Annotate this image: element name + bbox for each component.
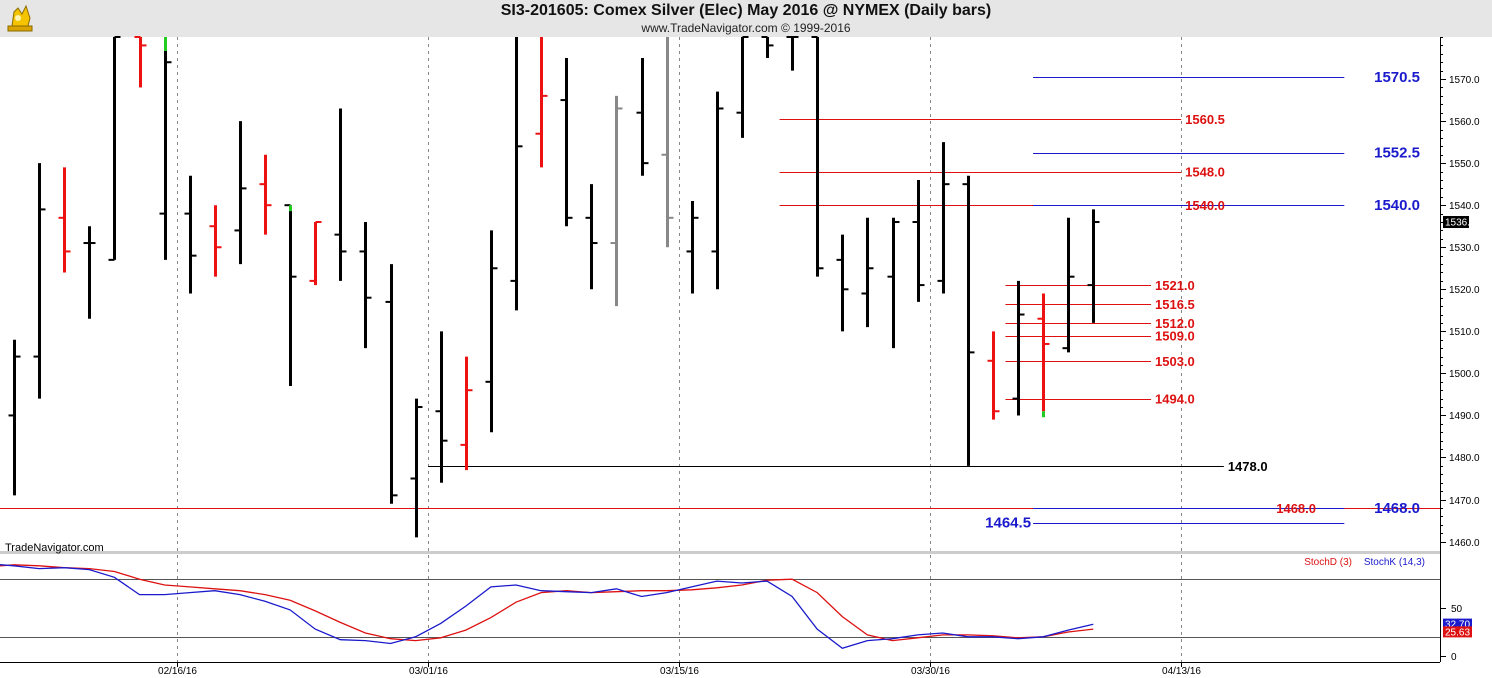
stoch-k-legend: StochK (14,3) — [1364, 557, 1425, 568]
y-tick-label: 1540.0 — [1449, 201, 1480, 212]
level-label: 1516.5 — [1155, 297, 1195, 312]
level-label: 1468.0 — [1374, 500, 1420, 517]
y-tick-label: 1480.0 — [1449, 453, 1480, 464]
level-label: 1570.5 — [1374, 69, 1420, 86]
stoch-k-value: 32.70 — [1445, 620, 1470, 631]
level-label: 1512.0 — [1155, 316, 1195, 331]
y-tick-label: 1530.0 — [1449, 243, 1480, 254]
stoch-d-value-box — [1443, 626, 1472, 638]
title-bar: SI3-201605: Comex Silver (Elec) May 2016… — [0, 0, 1492, 37]
y-tick-label: 1560.0 — [1449, 117, 1480, 128]
level-label: 1552.5 — [1374, 145, 1420, 162]
x-tick-label: 04/13/16 — [1162, 666, 1201, 677]
chart-title: SI3-201605: Comex Silver (Elec) May 2016… — [500, 2, 992, 19]
stoch-d-value: 25.63 — [1445, 627, 1470, 638]
x-tick-label: 03/01/16 — [409, 666, 448, 677]
level-label: 1494.0 — [1155, 392, 1195, 407]
x-tick-label: 03/15/16 — [660, 666, 699, 677]
y-tick-label: 1500.0 — [1449, 369, 1480, 380]
stoch-d-line — [0, 564, 1094, 642]
level-label: 1521.0 — [1155, 278, 1195, 293]
y-tick-label: 1490.0 — [1449, 411, 1480, 422]
level-label: 1468.0 — [1276, 501, 1316, 516]
level-label: 1509.0 — [1155, 329, 1195, 344]
plot-background — [0, 37, 1440, 662]
level-label: 1503.0 — [1155, 354, 1195, 369]
stoch-d-legend: StochD (3) — [1304, 557, 1352, 568]
level-label: 1478.0 — [1228, 459, 1268, 474]
y-tick-label: 1520.0 — [1449, 285, 1480, 296]
last-price-label: 1536.0 — [1445, 218, 1476, 229]
watermark: TradeNavigator.com — [5, 542, 104, 554]
y-tick-label: 1460.0 — [1449, 538, 1480, 549]
level-label: 1560.5 — [1185, 112, 1225, 127]
stoch-y-tick-label: 0 — [1451, 652, 1457, 663]
stoch-k-value-box — [1443, 618, 1472, 630]
stoch-k-line — [0, 564, 1094, 650]
level-label: 1540.0 — [1185, 198, 1225, 213]
y-tick-label: 1570.0 — [1449, 75, 1480, 86]
x-tick-label: 02/16/16 — [158, 666, 197, 677]
last-price-box — [1443, 216, 1469, 229]
y-tick-label: 1510.0 — [1449, 327, 1480, 338]
x-tick-label: 03/30/16 — [911, 666, 950, 677]
y-tick-label: 1470.0 — [1449, 496, 1480, 507]
level-label: 1548.0 — [1185, 165, 1225, 180]
level-label: 1464.5 — [985, 515, 1031, 532]
level-label: 1540.0 — [1374, 197, 1420, 214]
y-tick-label: 1550.0 — [1449, 159, 1480, 170]
chart-subtitle: www.TradeNavigator.com © 1999-2016 — [641, 21, 851, 35]
trading-logo-icon — [7, 4, 33, 32]
stoch-y-tick-label: 50 — [1451, 604, 1463, 615]
